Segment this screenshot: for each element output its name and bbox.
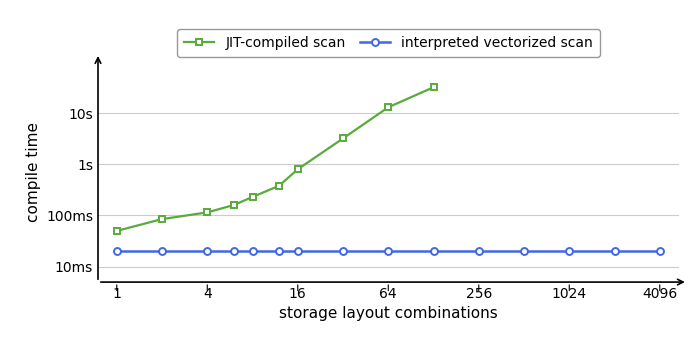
JIT-compiled scan: [158, 217, 166, 221]
JIT-compiled scan: [293, 167, 302, 171]
interpreted vectorized scan: [429, 249, 438, 253]
interpreted vectorized scan: [158, 249, 166, 253]
interpreted vectorized scan: [520, 249, 528, 253]
interpreted vectorized scan: [610, 249, 619, 253]
interpreted vectorized scan: [565, 249, 573, 253]
JIT-compiled scan: [113, 229, 121, 233]
JIT-compiled scan: [429, 85, 438, 89]
JIT-compiled scan: [275, 184, 284, 188]
JIT-compiled scan: [203, 210, 211, 214]
interpreted vectorized scan: [656, 249, 664, 253]
interpreted vectorized scan: [475, 249, 483, 253]
JIT-compiled scan: [230, 203, 238, 207]
interpreted vectorized scan: [339, 249, 347, 253]
JIT-compiled scan: [339, 136, 347, 140]
Line: interpreted vectorized scan: interpreted vectorized scan: [113, 248, 663, 255]
Legend: JIT-compiled scan, interpreted vectorized scan: JIT-compiled scan, interpreted vectorize…: [177, 29, 600, 57]
interpreted vectorized scan: [293, 249, 302, 253]
interpreted vectorized scan: [230, 249, 238, 253]
X-axis label: storage layout combinations: storage layout combinations: [279, 307, 498, 322]
Y-axis label: compile time: compile time: [26, 122, 41, 222]
JIT-compiled scan: [248, 195, 257, 199]
interpreted vectorized scan: [113, 249, 121, 253]
JIT-compiled scan: [384, 105, 393, 109]
interpreted vectorized scan: [275, 249, 284, 253]
interpreted vectorized scan: [203, 249, 211, 253]
interpreted vectorized scan: [384, 249, 393, 253]
interpreted vectorized scan: [248, 249, 257, 253]
Line: JIT-compiled scan: JIT-compiled scan: [113, 84, 437, 234]
